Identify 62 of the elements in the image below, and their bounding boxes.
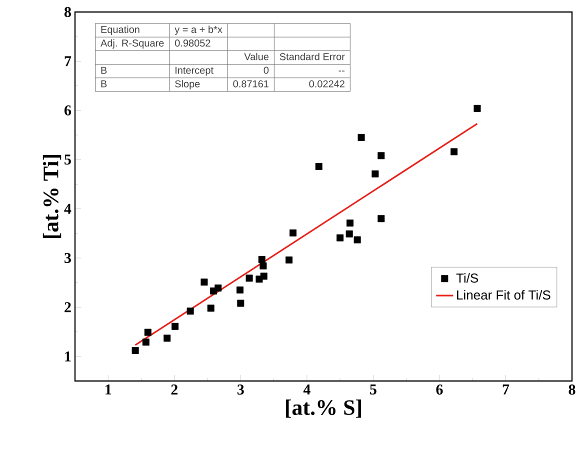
annotation: y = a + b*x [174,26,222,35]
annotation: B [101,80,107,88]
point [207,304,214,312]
x-tick-label: 4 [303,384,310,394]
point [142,338,150,346]
annotation: 0.02242 [309,80,344,88]
y-axis-title: [at.% Ti] [42,154,62,238]
annotation: Equation [101,26,140,35]
point [474,104,481,112]
annotation: Intercept [176,66,214,76]
point [378,152,385,160]
annotation: -- [338,70,345,72]
point [372,170,379,178]
y-tick-label: 7 [64,56,72,66]
point [290,229,297,236]
y-tick-label: 2 [64,302,71,312]
x-tick-label: 7 [502,384,510,394]
y-tick-label: 5 [64,154,71,165]
point [336,234,344,242]
point [258,256,266,263]
point [236,286,244,294]
point [450,148,458,156]
y-tick-label: 3 [64,252,71,264]
x-tick-label: 8 [568,384,576,395]
annotation: 0.87161 [233,80,268,88]
point [346,230,353,238]
annotation: B [101,66,107,74]
x-tick-label: 2 [171,384,178,394]
annotation: 0 [264,66,269,74]
point [186,308,194,315]
point [144,328,152,336]
annotation: Slope [175,80,200,90]
point [214,284,222,292]
y-tick-label: 6 [64,105,72,116]
point [315,162,322,170]
x-axis-title: [at.% S] [286,400,361,418]
point [132,346,139,354]
annotation: Value [244,52,269,60]
x-tick-label: 6 [436,384,443,395]
point [260,272,268,280]
point [358,134,365,141]
point [200,278,208,286]
y-tick-label: 8 [64,6,71,18]
y-tick-label: 1 [65,351,71,362]
point [286,256,293,264]
point [164,334,171,342]
x-tick-label: 5 [370,384,376,394]
point [172,322,179,330]
point [260,262,267,270]
point [237,300,244,307]
point [354,236,361,244]
annotation: 0.98052 [175,40,210,47]
legend-label: Ti/S [456,273,478,283]
legend-label: Linear Fit of Ti/S [457,290,550,300]
y-tick-label: 4 [64,204,72,214]
x-tick-label: 1 [106,384,112,394]
annotation: Adj. R-Square [100,39,164,49]
point [378,215,385,222]
point [246,274,253,282]
x-tick-label: 3 [237,384,244,395]
point [346,220,354,227]
annotation: Standard Error [280,52,345,60]
